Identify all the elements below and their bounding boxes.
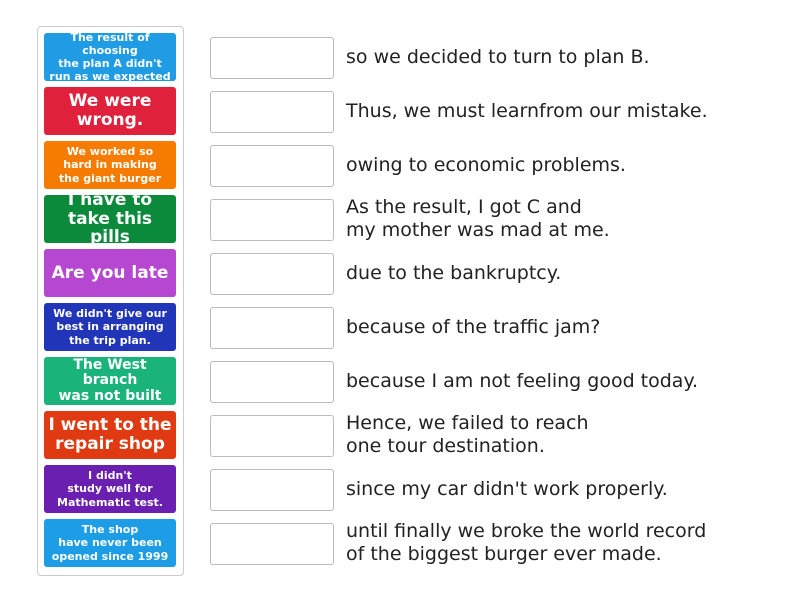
draggable-card[interactable]: I didn't study well for Mathematic test. bbox=[44, 465, 176, 513]
sentence-ending: owing to economic problems. bbox=[346, 153, 626, 176]
sentence-ending: since my car didn't work properly. bbox=[346, 477, 668, 500]
card-bank: The result of choosing the plan A didn't… bbox=[37, 26, 184, 576]
draggable-card[interactable]: We didn't give our best in arranging the… bbox=[44, 303, 176, 351]
sentence-ending: Thus, we must learnfrom our mistake. bbox=[346, 99, 708, 122]
drop-slot[interactable] bbox=[210, 199, 334, 241]
draggable-card[interactable]: The West branch was not built bbox=[44, 357, 176, 405]
drop-slot[interactable] bbox=[210, 469, 334, 511]
drop-slot[interactable] bbox=[210, 361, 334, 403]
drop-slot[interactable] bbox=[210, 307, 334, 349]
sentence-ending: so we decided to turn to plan B. bbox=[346, 45, 650, 68]
drop-slot[interactable] bbox=[210, 37, 334, 79]
draggable-card[interactable]: Are you late bbox=[44, 249, 176, 297]
drop-slot[interactable] bbox=[210, 145, 334, 187]
drop-slot[interactable] bbox=[210, 415, 334, 457]
sentence-ending: Hence, we failed to reach one tour desti… bbox=[346, 412, 589, 457]
drop-slot[interactable] bbox=[210, 523, 334, 565]
sentence-ending: until finally we broke the world record … bbox=[346, 520, 707, 565]
draggable-card[interactable]: I have to take this pills bbox=[44, 191, 176, 247]
sentence-ending: As the result, I got C and my mother was… bbox=[346, 196, 610, 241]
draggable-card[interactable]: The result of choosing the plan A didn't… bbox=[44, 31, 176, 83]
sentence-ending: because of the traffic jam? bbox=[346, 315, 601, 338]
sentence-ending: due to the bankruptcy. bbox=[346, 261, 562, 284]
draggable-card[interactable]: We were wrong. bbox=[44, 87, 176, 135]
draggable-card[interactable]: We worked so hard in making the giant bu… bbox=[44, 141, 176, 189]
draggable-card[interactable]: The shop have never been opened since 19… bbox=[44, 519, 176, 567]
draggable-card[interactable]: I went to the repair shop bbox=[44, 411, 176, 459]
sentence-ending: because I am not feeling good today. bbox=[346, 369, 699, 392]
drop-slot[interactable] bbox=[210, 253, 334, 295]
drop-slot[interactable] bbox=[210, 91, 334, 133]
